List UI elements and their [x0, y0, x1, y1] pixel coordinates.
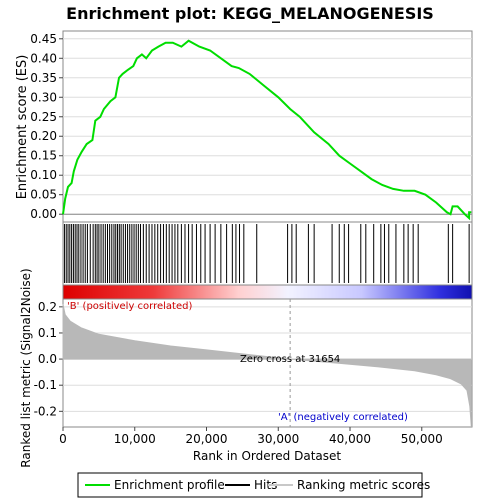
- legend-enrichment-profile-label: Enrichment profile: [114, 478, 225, 492]
- x-tick-label: 10,000: [114, 432, 156, 446]
- positively-correlated-label: 'B' (positively correlated): [67, 301, 192, 312]
- es-panel: 0.00 0.05 0.10 0.15 0.20 0.25 0.30 0.35 0.40 0.45…: [15, 31, 472, 222]
- legend-ranking-metric-label: Ranking metric scores: [297, 478, 430, 492]
- hits-panel: [63, 222, 472, 285]
- es-y-tick-label: 0.30: [30, 90, 57, 104]
- es-y-tick-label: 0.10: [30, 168, 57, 182]
- es-y-tick-label: 0.15: [30, 149, 57, 163]
- es-y-tick-label: 0.20: [30, 129, 57, 143]
- metric-y-tick-label: 0.2: [38, 300, 57, 314]
- metric-y-tick-label: -0.2: [34, 404, 57, 418]
- x-tick-label: 30,000: [257, 432, 299, 446]
- es-y-tick-label: 0.00: [30, 207, 57, 221]
- metric-y-label: Ranked list metric (Signal2Noise): [19, 268, 33, 467]
- x-tick-label: 50,000: [401, 432, 443, 446]
- x-axis-label: Rank in Ordered Dataset: [193, 449, 341, 463]
- metric-y-axis: -0.2 -0.1 0.0 0.1 0.2: [34, 300, 63, 418]
- negatively-correlated-label: 'A' (negatively correlated): [278, 412, 408, 423]
- es-y-tick-label: 0.05: [30, 188, 57, 202]
- metric-y-tick-label: 0.1: [38, 326, 57, 340]
- x-tick-label: 40,000: [329, 432, 371, 446]
- x-tick-label: 0: [59, 432, 67, 446]
- rank-color-bar: [63, 285, 472, 299]
- es-panel-frame: [63, 31, 472, 222]
- es-y-axis: 0.00 0.05 0.10 0.15 0.20 0.25 0.30 0.35 0.40 0.45: [30, 32, 63, 221]
- x-tick-label: 20,000: [186, 432, 228, 446]
- metric-y-tick-label: 0.0: [38, 352, 57, 366]
- chart-title: Enrichment plot: KEGG_MELANOGENESIS: [66, 4, 434, 23]
- es-y-label: Enrichment score (ES): [15, 55, 30, 200]
- es-y-tick-label: 0.25: [30, 110, 57, 124]
- es-y-tick-label: 0.35: [30, 71, 57, 85]
- zero-cross-label: Zero cross at 31654: [240, 354, 340, 365]
- es-y-tick-label: 0.40: [30, 51, 57, 65]
- legend: Enrichment profile Hits Ranking metric s…: [78, 473, 430, 497]
- metric-y-tick-label: -0.1: [34, 378, 57, 392]
- x-axis: 0 10,000 20,000 30,000 40,000 50,000: [59, 427, 443, 446]
- es-y-tick-label: 0.45: [30, 32, 57, 46]
- hits-panel-frame: [63, 222, 472, 285]
